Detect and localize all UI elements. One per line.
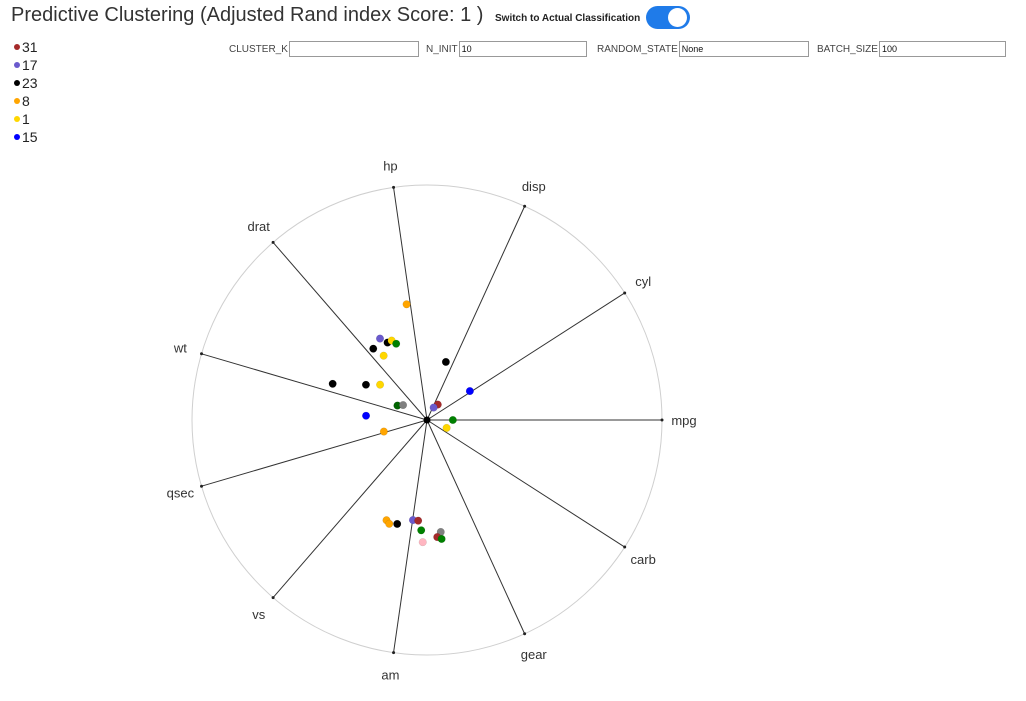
legend-item: 8 [14,92,38,110]
cluster-k-input[interactable] [288,41,419,57]
legend-item: 15 [14,128,38,146]
data-point [361,411,371,420]
axis-line [201,419,428,487]
legend-label: 17 [22,57,38,73]
axis-end-dot [623,545,627,549]
axis-line [426,292,625,421]
axis-end-dot [523,204,527,208]
axis-line [272,419,428,598]
data-point [418,538,427,547]
axis-label: vs [252,607,266,622]
axis-end-dot [623,291,627,295]
page-title: Predictive Clustering (Adjusted Rand ind… [11,4,484,26]
axis-line [426,419,526,634]
axis-end-dot [271,596,275,600]
axis-end-dot [660,418,664,422]
data-point [441,357,450,366]
data-point [393,519,402,528]
legend-item: 1 [14,110,38,128]
param-batch-size: BATCH_SIZE [817,40,1006,58]
legend-dot [14,98,20,104]
axis-end-dot [392,651,396,655]
axis-label: wt [173,341,187,356]
axis-line [393,419,428,653]
data-point [385,519,394,528]
axis-label: cyl [635,274,651,289]
data-point [429,403,438,412]
classification-toggle[interactable] [646,6,690,29]
n-init-label: N_INIT [426,43,458,55]
legend-label: 8 [22,93,30,109]
legend-label: 1 [22,111,30,127]
data-point [379,351,388,360]
data-point [361,380,370,389]
batch-size-input[interactable] [878,41,1006,57]
axis-line [426,419,625,548]
legend-label: 15 [22,129,38,145]
legend-dot [14,44,20,50]
axis-label: drat [247,219,270,234]
legend-label: 23 [22,75,38,91]
center-dot [423,416,431,424]
toggle-label: Switch to Actual Classification [495,13,641,24]
axis-end-dot [523,632,527,636]
axis-label: am [381,667,399,682]
axis-end-dot [200,352,204,356]
legend-item: 23 [14,74,38,92]
data-point [369,344,378,353]
cluster-k-label: CLUSTER_K [229,43,288,55]
legend-dot [14,62,20,68]
legend: 31 17 23 8 1 15 [14,38,38,146]
data-point [379,427,388,436]
data-point [437,534,446,544]
param-random-state: RANDOM_STATE [597,40,809,58]
random-state-label: RANDOM_STATE [597,43,678,55]
legend-item: 17 [14,56,38,74]
legend-dot [14,116,20,122]
batch-size-label: BATCH_SIZE [817,43,878,55]
param-n-init: N_INIT [426,40,587,58]
data-point [442,423,451,432]
axis-label: carb [631,552,656,567]
legend-dot [14,134,20,140]
axis-label: hp [383,159,397,174]
data-point [414,516,423,525]
legend-dot [14,80,20,86]
data-point [328,379,337,388]
data-point [448,415,457,425]
axis-end-dot [392,185,396,189]
axis-end-dot [200,484,204,488]
data-point [402,300,411,309]
param-cluster-k: CLUSTER_K [229,40,419,58]
random-state-input[interactable] [678,41,809,57]
axis-line [426,206,526,421]
data-point [375,334,385,343]
toggle-knob[interactable] [668,8,687,27]
axis-line [201,353,428,421]
axis-label: disp [522,179,546,194]
legend-item: 31 [14,38,38,56]
data-point [376,380,385,389]
data-point [465,387,474,396]
legend-label: 31 [22,39,38,55]
axis-label: gear [521,647,548,662]
axis-label: mpg [671,413,696,428]
data-point [392,339,401,348]
data-point [399,401,408,410]
axis-label: qsec [167,485,195,500]
n-init-input[interactable] [458,41,587,57]
axis-line [272,242,428,421]
axis-end-dot [271,240,275,244]
data-point [417,526,426,535]
